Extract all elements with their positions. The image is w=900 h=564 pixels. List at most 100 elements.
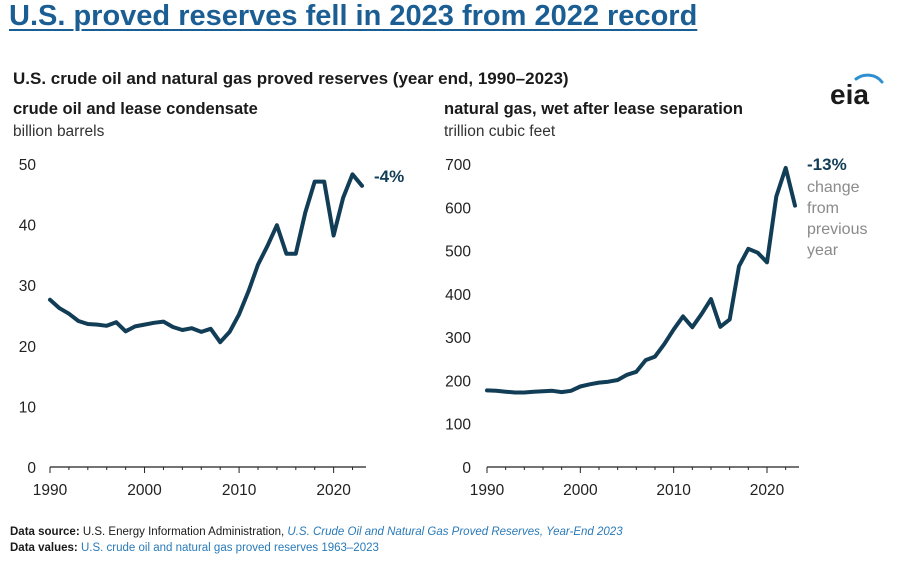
gas-y-tick-label: 500: [445, 244, 471, 261]
gas-data-point: [672, 327, 676, 331]
oil-data-point: [105, 324, 109, 328]
gas-data-point: [728, 317, 732, 321]
oil-data-point: [322, 180, 326, 184]
data-values-label: Data values:: [10, 542, 78, 554]
gas-y-tick-label: 400: [445, 287, 471, 304]
gas-data-point: [606, 380, 610, 384]
oil-y-tick-label: 20: [19, 339, 37, 356]
oil-x-tick-label: 2000: [127, 482, 162, 499]
gas-data-point: [616, 378, 620, 382]
chart-subtitle: U.S. crude oil and natural gas proved re…: [13, 69, 569, 88]
oil-panel-unit: billion barrels: [13, 123, 105, 140]
gas-panel-title: natural gas, wet after lease separation: [444, 100, 743, 118]
oil-y-tick-label: 40: [19, 218, 37, 235]
gas-data-point: [644, 358, 648, 362]
gas-data-point: [532, 390, 536, 394]
oil-data-point: [190, 326, 194, 330]
gas-data-point: [625, 373, 629, 377]
oil-data-point: [95, 323, 99, 327]
gas-panel-unit: trillion cubic feet: [444, 123, 556, 140]
gas-x-tick-label: 1990: [470, 482, 505, 499]
gas-data-point: [569, 389, 573, 393]
gas-data-point: [634, 370, 638, 374]
oil-data-point: [48, 298, 52, 302]
gas-x-tick-label: 2000: [563, 482, 598, 499]
oil-data-point: [67, 312, 71, 316]
oil-data-point: [228, 330, 232, 334]
oil-data-point: [303, 210, 307, 214]
oil-data-point: [256, 263, 260, 267]
oil-data-point: [275, 223, 279, 227]
data-source-link[interactable]: U.S. Crude Oil and Natural Gas Proved Re…: [287, 526, 623, 538]
oil-data-point: [171, 325, 175, 329]
gas-data-point: [541, 389, 545, 393]
gas-data-point: [597, 381, 601, 385]
gas-annotation-note: year: [807, 242, 839, 259]
oil-data-point: [247, 289, 251, 293]
gas-data-point: [550, 389, 554, 393]
gas-x-tick-label: 2020: [750, 482, 785, 499]
gas-data-point: [793, 204, 797, 208]
gas-series-line: [485, 165, 797, 395]
oil-data-point: [341, 196, 345, 200]
oil-data-point: [360, 184, 364, 188]
oil-data-point: [133, 324, 137, 328]
oil-data-point: [332, 234, 336, 238]
oil-data-point: [199, 330, 203, 334]
eia-logo[interactable]: eia: [826, 70, 886, 114]
data-values-note: Data values: U.S. crude oil and natural …: [10, 542, 379, 554]
gas-y-tick-label: 300: [445, 330, 471, 347]
gas-data-point: [700, 312, 704, 316]
logo-text: eia: [830, 79, 869, 110]
oil-data-point: [284, 252, 288, 256]
oil-change-annotation: -4%: [374, 167, 404, 186]
oil-y-tick-label: 30: [19, 278, 37, 295]
gas-data-point: [681, 314, 685, 318]
gas-data-point: [578, 384, 582, 388]
gas-data-point: [737, 264, 741, 268]
gas-data-point: [522, 391, 526, 395]
oil-data-point: [218, 340, 222, 344]
gas-y-tick-label: 100: [445, 417, 471, 434]
data-values-link[interactable]: U.S. crude oil and natural gas proved re…: [80, 542, 379, 554]
oil-series-line: [48, 172, 364, 345]
oil-data-point: [351, 172, 355, 176]
gas-y-tick-label: 0: [462, 460, 471, 477]
gas-annotation-note: previous: [807, 221, 867, 238]
gas-data-point: [662, 342, 666, 346]
gas-data-point: [504, 390, 508, 394]
data-source-note: Data source: U.S. Energy Information Adm…: [10, 526, 623, 538]
gas-data-point: [784, 166, 788, 170]
oil-data-point: [161, 320, 165, 324]
oil-data-point: [76, 319, 80, 323]
gas-y-tick-label: 200: [445, 373, 471, 390]
gas-x-tick-label: 2010: [656, 482, 691, 499]
gas-change-annotation: -13%: [807, 155, 847, 174]
gas-data-point: [756, 251, 760, 255]
data-source-label: Data source:: [10, 526, 80, 538]
oil-data-point: [313, 180, 317, 184]
oil-data-point: [124, 329, 128, 333]
gas-data-point: [494, 389, 498, 393]
oil-y-tick-label: 50: [19, 157, 37, 174]
oil-data-point: [237, 312, 241, 316]
headline[interactable]: U.S. proved reserves fell in 2023 from 2…: [9, 0, 698, 32]
oil-data-point: [152, 321, 156, 325]
gas-data-point: [560, 390, 564, 394]
gas-data-point: [690, 325, 694, 329]
oil-y-tick-label: 0: [27, 460, 36, 477]
gas-data-point: [709, 297, 713, 301]
gas-data-point: [513, 391, 517, 395]
oil-x-tick-label: 2020: [316, 482, 351, 499]
oil-data-point: [294, 252, 298, 256]
oil-data-point: [209, 327, 213, 331]
oil-panel-title: crude oil and lease condensate: [13, 100, 258, 118]
gas-y-tick-label: 700: [445, 157, 471, 174]
gas-data-point: [485, 388, 489, 392]
oil-data-point: [180, 328, 184, 332]
gas-data-point: [765, 260, 769, 264]
oil-data-point: [86, 322, 90, 326]
oil-data-point: [57, 306, 61, 310]
gas-data-point: [588, 382, 592, 386]
